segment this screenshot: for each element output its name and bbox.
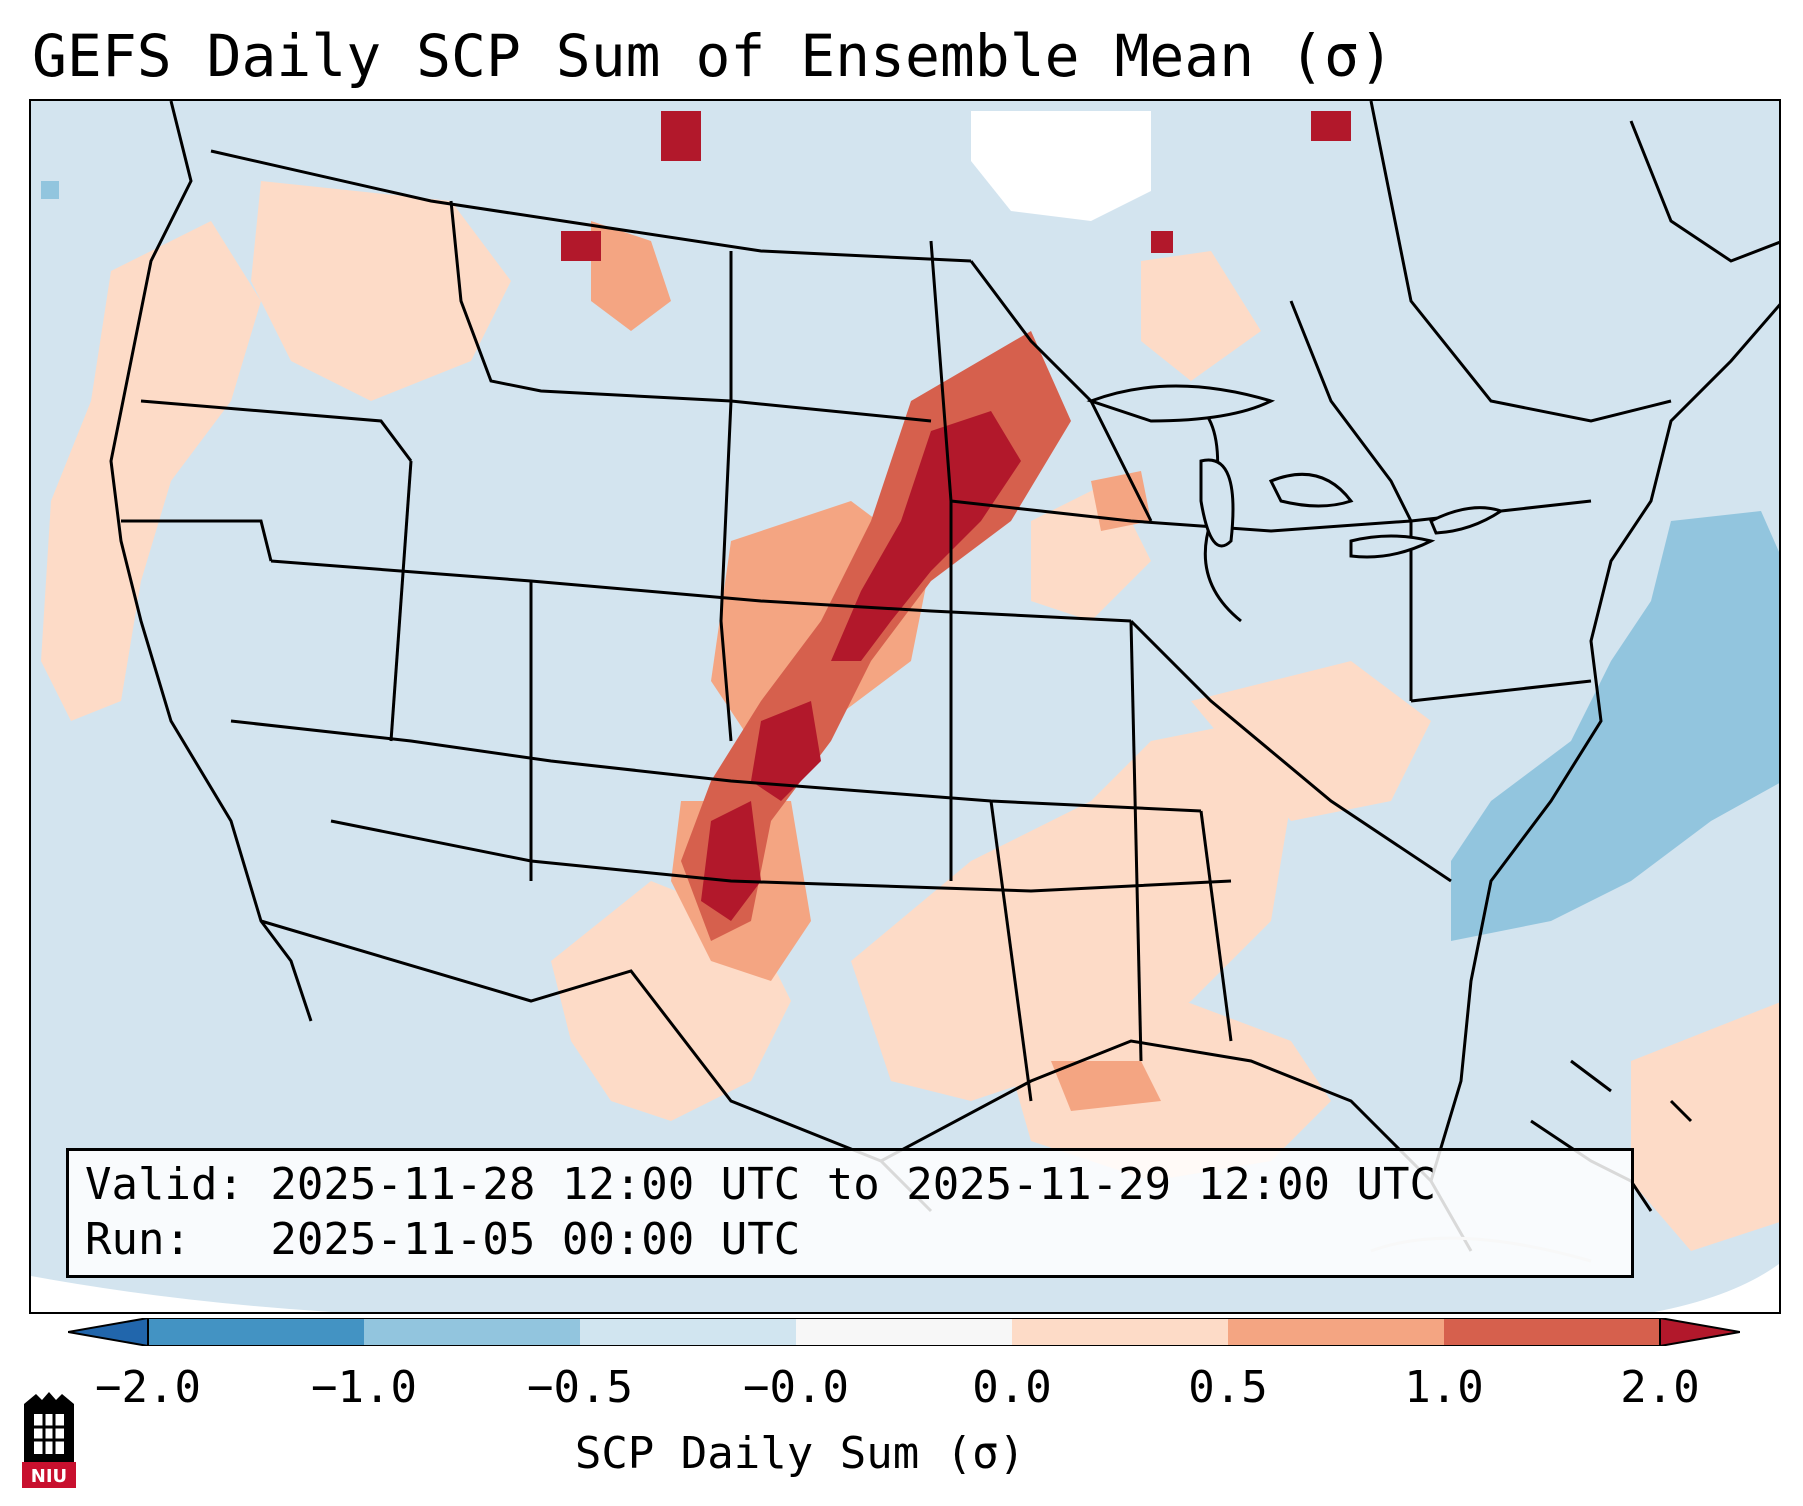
colorbar-label: SCP Daily Sum (σ) [574, 1428, 1026, 1479]
colorbar-segment-4 [796, 1318, 1012, 1346]
colorbar-extend-low [68, 1318, 148, 1346]
colorbar-segment-6 [1228, 1318, 1444, 1346]
colorbar-tick: 0.5 [1188, 1362, 1268, 1413]
colorbar-tick: −0.0 [743, 1362, 849, 1413]
colorbar [68, 1318, 1740, 1346]
colorbar-tick: 1.0 [1404, 1362, 1484, 1413]
colorbar-tick: 0.0 [972, 1362, 1052, 1413]
niu-logo-icon: NIU [22, 1392, 76, 1488]
colorbar-extend-high [1660, 1318, 1740, 1346]
positive-anomaly-extreme [561, 111, 1351, 921]
logo-text: NIU [31, 1466, 67, 1487]
colorbar-segment-3 [580, 1318, 796, 1346]
colorbar-tick: −2.0 [95, 1362, 201, 1413]
colorbar-tick: −1.0 [311, 1362, 417, 1413]
colorbar-segment-5 [1012, 1318, 1228, 1346]
negative-anomaly [41, 181, 1779, 941]
valid-run-info-box: Valid: 2025-11-28 12:00 UTC to 2025-11-2… [66, 1148, 1634, 1278]
run-time-line: Run: 2025-11-05 00:00 UTC [85, 1214, 801, 1265]
colorbar-segment-7 [1444, 1318, 1660, 1346]
colorbar-tick: −0.5 [527, 1362, 633, 1413]
great-lakes [1086, 384, 1505, 559]
map-panel[interactable] [29, 99, 1781, 1314]
no-data-area [971, 111, 1151, 221]
political-boundaries [109, 101, 1779, 1252]
colorbar-segment-1 [148, 1318, 364, 1346]
map-title: GEFS Daily SCP Sum of Ensemble Mean (σ) [32, 22, 1394, 90]
valid-time-line: Valid: 2025-11-28 12:00 UTC to 2025-11-2… [85, 1159, 1437, 1210]
colorbar-tick: 2.0 [1620, 1362, 1700, 1413]
colorbar-segment-2 [364, 1318, 580, 1346]
map-canvas [31, 101, 1779, 1312]
